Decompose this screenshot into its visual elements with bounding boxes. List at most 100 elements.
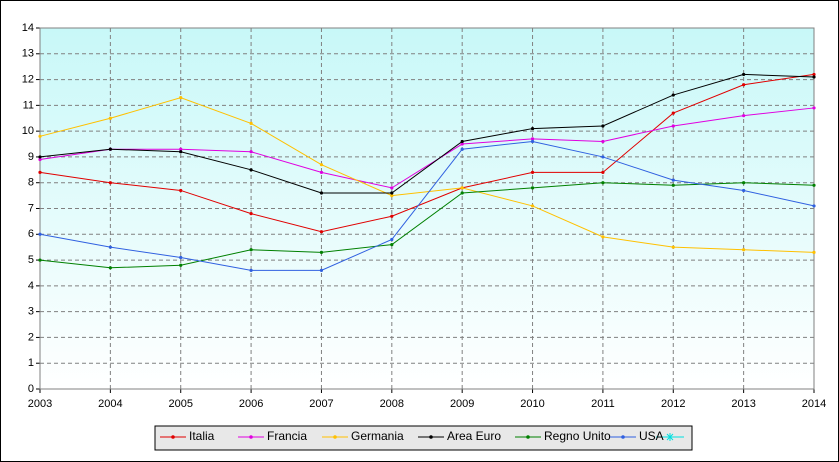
point-marker (249, 212, 253, 216)
x-tick-label: 2006 (239, 398, 263, 410)
y-tick-label: 7 (28, 202, 34, 214)
point-marker (390, 186, 394, 190)
point-marker (179, 150, 183, 154)
point-marker (319, 191, 324, 195)
point-marker (179, 255, 183, 260)
point-marker (108, 181, 112, 185)
legend-label: Regno Unito (544, 429, 611, 443)
point-marker (319, 230, 324, 234)
series-line (39, 140, 815, 271)
point-marker (742, 188, 746, 193)
point-marker (742, 83, 746, 87)
point-marker (390, 243, 394, 247)
point-marker (390, 191, 394, 195)
legend-marker (333, 435, 337, 439)
point-marker (38, 258, 42, 262)
x-tick-label: 2008 (380, 398, 404, 410)
x-tick-label: 2013 (731, 398, 755, 410)
x-tick-label: 2007 (309, 398, 333, 410)
point-marker (530, 186, 535, 190)
point-marker (390, 214, 394, 218)
point-marker (38, 155, 42, 159)
point-marker (601, 235, 605, 239)
point-marker (179, 263, 183, 267)
y-tick-label: 10 (22, 125, 34, 137)
point-marker (530, 137, 535, 141)
legend-marker (621, 435, 625, 439)
point-marker (38, 170, 42, 174)
series-line (39, 107, 815, 189)
point-marker (742, 114, 746, 118)
point-marker (742, 181, 746, 185)
point-marker (530, 139, 535, 144)
point-marker (601, 181, 605, 185)
point-marker (38, 157, 42, 162)
point-marker (601, 170, 605, 174)
point-marker (530, 126, 535, 131)
x-tick-label: 2005 (168, 398, 192, 410)
point-marker (742, 72, 746, 77)
point-marker (812, 204, 816, 208)
point-marker (108, 147, 112, 151)
point-marker (319, 268, 324, 272)
point-marker (530, 170, 535, 174)
point-marker (812, 72, 816, 77)
point-marker (249, 168, 253, 172)
point-marker (742, 248, 746, 252)
y-tick-label: 5 (28, 254, 34, 266)
series-line (39, 73, 815, 233)
point-marker (319, 170, 324, 174)
point-marker (319, 250, 324, 254)
point-marker (390, 237, 394, 242)
point-marker (812, 75, 816, 79)
legend-label: USA (639, 429, 664, 443)
point-marker (319, 163, 324, 167)
point-marker (671, 124, 675, 128)
y-tick-label: 13 (22, 48, 34, 60)
legend-marker (429, 435, 433, 439)
point-marker (601, 139, 605, 144)
y-tick-label: 0 (28, 383, 34, 395)
y-tick-label: 2 (28, 331, 34, 343)
x-tick-label: 2014 (802, 398, 826, 410)
legend-label: Area Euro (447, 429, 501, 443)
point-marker (671, 93, 675, 97)
point-marker (108, 116, 112, 120)
legend-label: Italia (189, 429, 215, 443)
plot-border (39, 27, 815, 390)
x-tick-label: 2004 (98, 398, 122, 410)
legend-marker (656, 433, 684, 441)
point-marker (108, 266, 112, 270)
y-tick-label: 9 (28, 151, 34, 163)
point-marker (108, 245, 112, 249)
x-tick-label: 2003 (28, 398, 52, 410)
series-line (39, 97, 815, 253)
x-tick-label: 2011 (591, 398, 615, 410)
point-marker (671, 111, 675, 115)
point-marker (38, 232, 42, 236)
point-marker (249, 121, 253, 126)
legend-label: Francia (267, 429, 307, 443)
legend-marker (249, 435, 253, 439)
point-marker (671, 183, 675, 187)
point-marker (390, 194, 394, 198)
point-marker (179, 96, 183, 100)
y-tick-label: 4 (28, 280, 34, 292)
point-marker (249, 150, 253, 154)
point-marker (249, 268, 253, 272)
y-tick-label: 3 (28, 306, 34, 318)
point-marker (812, 106, 816, 110)
point-marker (530, 204, 535, 208)
legend-marker (526, 435, 530, 439)
y-tick-label: 6 (28, 228, 34, 240)
point-marker (38, 134, 42, 138)
x-tick-label: 2012 (661, 398, 685, 410)
point-marker (812, 183, 816, 187)
legend-label: Germania (351, 429, 404, 443)
point-marker (460, 147, 464, 151)
y-tick-label: 12 (22, 73, 34, 85)
legend-marker (171, 435, 175, 439)
y-tick-label: 14 (22, 22, 34, 34)
point-marker (460, 142, 464, 146)
y-tick-label: 11 (23, 99, 34, 111)
